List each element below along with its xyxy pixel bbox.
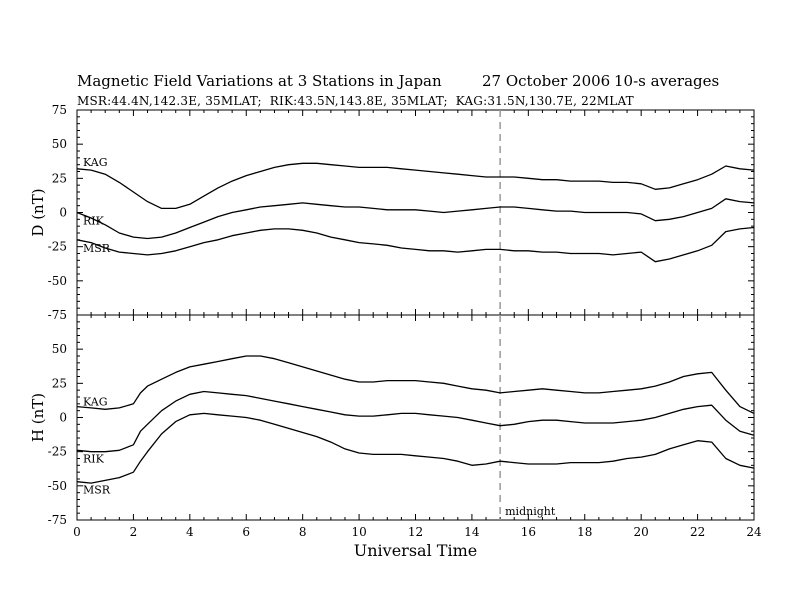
- panel-frame-D: [76, 109, 755, 316]
- y-axis-label-D: D (nT): [29, 188, 47, 236]
- series-line-H-rik: [76, 390, 755, 453]
- stations-info: MSR:44.4N,142.3E, 35MLAT; RIK:43.5N,143.…: [77, 94, 634, 108]
- x-tick-label: 10: [351, 525, 366, 539]
- series-line-D-msr: [76, 226, 755, 263]
- series-line-H-msr: [76, 412, 755, 484]
- y-tick-label: 25: [52, 171, 67, 185]
- x-tick-label: 2: [130, 525, 138, 539]
- x-tick-label: 6: [242, 525, 250, 539]
- y-tick-label: -75: [48, 513, 67, 527]
- y-axis-label-H: H (nT): [29, 393, 47, 442]
- y-tick-label: -25: [48, 240, 67, 254]
- x-tick-label: 4: [186, 525, 194, 539]
- y-tick-label: -50: [48, 479, 67, 493]
- y-tick-label: -50: [48, 274, 67, 288]
- series-line-H-kag: [76, 355, 755, 414]
- x-tick-label: 20: [634, 525, 649, 539]
- x-tick-label: 18: [577, 525, 592, 539]
- y-tick-label: 0: [59, 206, 67, 220]
- y-tick-label: 50: [52, 137, 67, 151]
- y-tick-label: -25: [48, 445, 67, 459]
- series-label-H-kag: KAG: [83, 396, 108, 409]
- x-tick-label: 16: [521, 525, 536, 539]
- y-tick-label: 0: [59, 411, 67, 425]
- x-tick-label: 12: [408, 525, 423, 539]
- x-axis-label: Universal Time: [354, 541, 477, 560]
- x-tick-label: 14: [464, 525, 480, 539]
- series-line-D-rik: [76, 198, 755, 240]
- series-label-H-rik: RIK: [83, 452, 105, 465]
- y-tick-label: 50: [52, 342, 67, 356]
- chart-averaging: 10-s averages: [614, 72, 720, 90]
- y-tick-label: -75: [48, 308, 67, 322]
- y-tick-label: 25: [52, 376, 67, 390]
- series-line-D-kag: [76, 162, 755, 210]
- series-label-D-msr: MSR: [83, 242, 111, 255]
- midnight-label: midnight: [505, 505, 556, 518]
- x-tick-label: 24: [746, 525, 762, 539]
- x-tick-label: 0: [73, 525, 81, 539]
- x-tick-label: 8: [299, 525, 307, 539]
- x-tick-label: 22: [690, 525, 705, 539]
- chart-title: Magnetic Field Variations at 3 Stations …: [77, 72, 442, 90]
- series-label-H-msr: MSR: [83, 484, 111, 497]
- series-label-D-kag: KAG: [83, 156, 108, 169]
- chart-date: 27 October 2006: [482, 72, 611, 90]
- y-tick-label: 75: [52, 103, 67, 117]
- series-label-D-rik: RIK: [83, 215, 105, 228]
